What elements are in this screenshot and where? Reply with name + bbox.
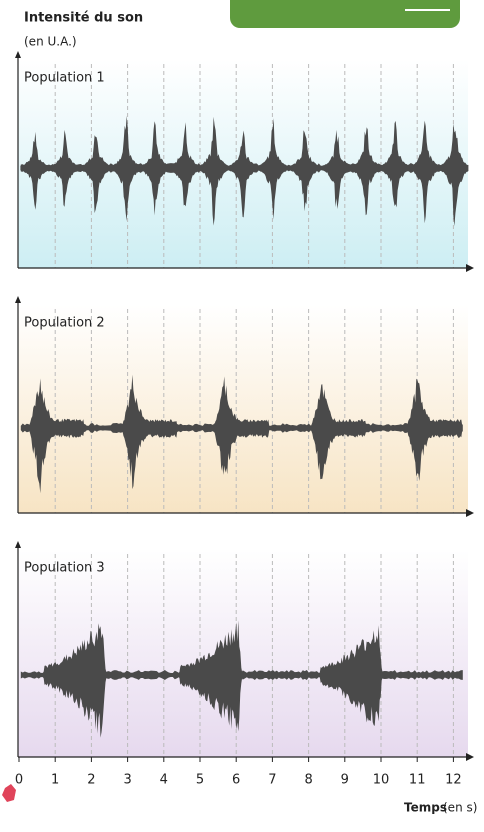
x-unit: (en s) <box>443 801 477 815</box>
x-tick-label: 7 <box>268 773 276 788</box>
x-tick-label: 6 <box>232 773 240 788</box>
y-arrow <box>15 541 21 548</box>
y-arrow <box>15 296 21 303</box>
x-arrow <box>466 753 474 761</box>
x-tick-label: 3 <box>123 773 131 788</box>
x-tick-label: 8 <box>304 773 312 788</box>
x-tick-label: 10 <box>373 773 390 788</box>
x-arrow <box>466 264 474 272</box>
y-arrow <box>15 51 21 58</box>
x-label: Temps <box>404 801 447 815</box>
x-tick-label: 9 <box>341 773 349 788</box>
x-tick-label: 2 <box>87 773 95 788</box>
photo <box>230 0 460 28</box>
x-arrow <box>466 509 474 517</box>
figure: Intensité du son (en U.A.) Population 1 P… <box>0 0 484 828</box>
x-tick-label: 0 <box>15 773 23 788</box>
panel-title: Population 1 <box>24 71 105 86</box>
x-tick-label: 11 <box>409 773 426 788</box>
x-tick-label: 4 <box>160 773 168 788</box>
panel-bg <box>18 305 468 513</box>
panel-title: Population 3 <box>24 561 105 576</box>
x-tick-label: 1 <box>51 773 59 788</box>
x-tick-label: 12 <box>445 773 462 788</box>
y-unit: (en U.A.) <box>24 35 77 49</box>
y-label: Intensité du son <box>24 11 143 26</box>
x-tick-label: 5 <box>196 773 204 788</box>
panel-title: Population 2 <box>24 316 105 331</box>
